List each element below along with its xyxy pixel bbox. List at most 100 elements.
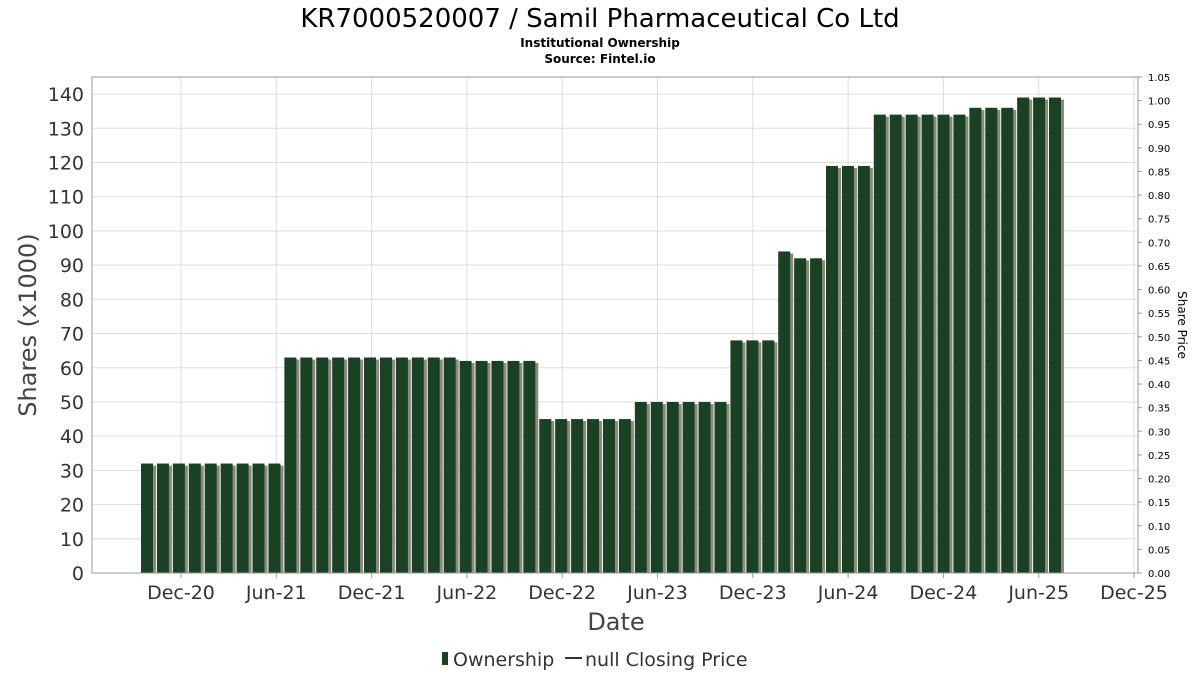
y-tick-label: 30 xyxy=(60,460,84,482)
ownership-bar xyxy=(188,463,201,573)
ownership-bar xyxy=(1049,97,1062,573)
ownership-bar xyxy=(778,251,791,573)
y2-tick-label: 0.95 xyxy=(1148,120,1170,131)
ownership-bar xyxy=(1017,97,1030,573)
ownership-bar xyxy=(539,419,552,573)
y2-tick-label: 0.40 xyxy=(1148,380,1170,391)
ownership-bar xyxy=(650,401,663,573)
ownership-bar xyxy=(587,419,600,573)
ownership-bar xyxy=(730,340,743,573)
y2-tick-label: 0.75 xyxy=(1148,215,1170,226)
ownership-bar xyxy=(411,357,424,573)
chart-title: KR7000520007 / Samil Pharmaceutical Co L… xyxy=(300,4,899,34)
y2-tick-label: 0.00 xyxy=(1148,569,1170,580)
ownership-bar xyxy=(491,360,504,573)
ownership-bar xyxy=(746,340,759,573)
y-tick-label: 130 xyxy=(48,118,84,140)
ownership-bar xyxy=(905,114,918,573)
y2-axis-title: Share Price xyxy=(1175,291,1189,359)
y2-tick-label: 0.20 xyxy=(1148,475,1170,486)
ownership-bar xyxy=(714,401,727,573)
y-axis-ticks: 0 10 20 30 40 50 60 70 80 90 100 110 120 130 140 xyxy=(48,84,84,585)
ownership-bar xyxy=(921,114,934,573)
ownership-bar xyxy=(379,357,392,573)
ownership-bar xyxy=(841,165,854,573)
y2-tick-label: 0.85 xyxy=(1148,167,1170,178)
y-tick-label: 100 xyxy=(48,221,84,243)
ownership-bar xyxy=(682,401,695,573)
y-tick-label: 20 xyxy=(60,495,84,517)
ownership-bar xyxy=(348,357,361,573)
ownership-bar xyxy=(889,114,902,573)
ownership-bar xyxy=(300,357,313,573)
x-tick-label: Jun-21 xyxy=(245,582,307,604)
y2-tick-label: 1.00 xyxy=(1148,97,1170,108)
y2-tick-label: 1.05 xyxy=(1148,73,1170,84)
y2-tick-label: 0.30 xyxy=(1148,427,1170,438)
y-tick-label: 140 xyxy=(48,84,84,106)
ownership-bar xyxy=(141,463,153,573)
legend-ownership-swatch xyxy=(442,652,448,665)
ownership-bar xyxy=(666,401,679,573)
x-tick-label: Jun-25 xyxy=(1007,582,1069,604)
y-axis-title: Shares (x1000) xyxy=(14,233,42,416)
y2-tick-label: 0.45 xyxy=(1148,356,1170,367)
ownership-bar xyxy=(571,419,584,573)
y-tick-label: 90 xyxy=(60,255,84,277)
ownership-bar xyxy=(794,258,807,573)
ownership-bar xyxy=(969,107,982,574)
y2-tick-label: 0.80 xyxy=(1148,191,1170,202)
ownership-bar xyxy=(634,401,647,573)
ownership-bar xyxy=(810,258,823,573)
y-tick-label: 120 xyxy=(48,153,84,175)
ownership-bar xyxy=(427,357,440,573)
ownership-bar xyxy=(332,357,345,573)
ownership-bar xyxy=(523,360,536,573)
x-tick-label: Dec-24 xyxy=(909,582,977,604)
y2-tick-label: 0.65 xyxy=(1148,262,1170,273)
y-tick-label: 60 xyxy=(60,358,84,380)
ownership-bar xyxy=(618,419,631,573)
x-tick-label: Jun-24 xyxy=(817,582,879,604)
y2-tick-label: 0.50 xyxy=(1148,333,1170,344)
plot-area xyxy=(91,76,1139,574)
ownership-bar xyxy=(252,463,265,573)
ownership-bar xyxy=(220,463,233,573)
ownership-bar xyxy=(937,114,950,573)
x-tick-label: Dec-23 xyxy=(719,582,787,604)
y2-axis-ticks: 0.00 0.05 0.10 0.15 0.20 0.25 0.30 0.35 0.40 0.45… xyxy=(1138,73,1170,580)
y2-tick-label: 0.10 xyxy=(1148,522,1170,533)
x-tick-label: Dec-20 xyxy=(147,582,215,604)
chart-source: Source: Fintel.io xyxy=(544,52,655,66)
ownership-bar xyxy=(602,419,615,573)
ownership-bar xyxy=(762,340,775,573)
y-tick-label: 80 xyxy=(60,289,84,311)
ownership-bar xyxy=(953,114,966,573)
ownership-bar xyxy=(1001,107,1014,574)
ownership-bar xyxy=(507,360,520,573)
ownership-bar xyxy=(156,463,169,573)
x-tick-label: Dec-22 xyxy=(528,582,596,604)
x-tick-label: Dec-21 xyxy=(338,582,406,604)
y2-tick-label: 0.35 xyxy=(1148,404,1170,415)
y-tick-label: 40 xyxy=(60,426,84,448)
ownership-bar xyxy=(985,107,998,574)
bars xyxy=(141,97,1065,574)
x-tick-label: Jun-23 xyxy=(626,582,688,604)
ownership-bar xyxy=(268,463,281,573)
x-axis-title: Date xyxy=(587,608,644,636)
ownership-bar xyxy=(857,165,870,573)
ownership-bar xyxy=(443,357,456,573)
x-tick-label: Jun-22 xyxy=(436,582,498,604)
ownership-bar xyxy=(873,114,886,573)
y-tick-label: 110 xyxy=(48,187,84,209)
ownership-bar xyxy=(364,357,377,573)
ownership-bar xyxy=(204,463,217,573)
y2-tick-label: 0.05 xyxy=(1148,545,1170,556)
y-tick-label: 10 xyxy=(60,529,84,551)
y2-tick-label: 0.25 xyxy=(1148,451,1170,462)
ownership-bar xyxy=(284,357,297,573)
ownership-bar xyxy=(172,463,185,573)
y2-tick-label: 0.70 xyxy=(1148,238,1170,249)
